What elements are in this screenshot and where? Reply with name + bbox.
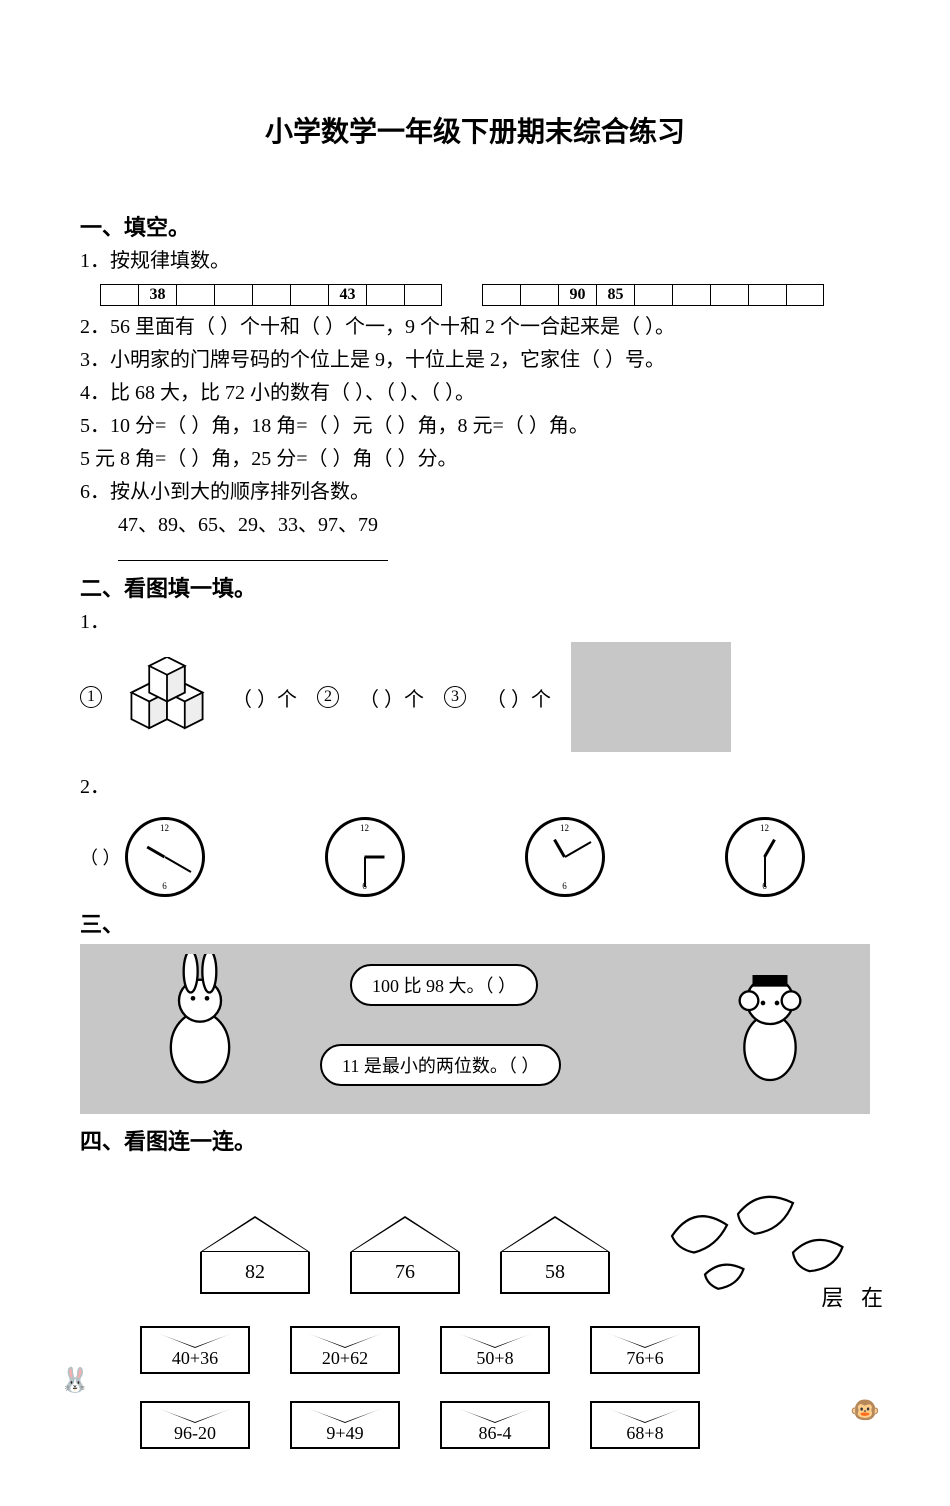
answer-blank-line[interactable]: [118, 560, 388, 561]
seq2-cell[interactable]: [482, 284, 520, 306]
sequence-1: 38 43: [100, 284, 442, 306]
seq2-cell[interactable]: [786, 284, 824, 306]
shape-3-blank[interactable]: （ ）个: [486, 683, 551, 712]
seq2-cell[interactable]: [710, 284, 748, 306]
env-label: 86-4: [479, 1423, 512, 1443]
side-text: 在 层: [811, 1286, 890, 1308]
s2-q1: 1．: [80, 607, 870, 637]
envelope-r2-4[interactable]: 68+8: [590, 1401, 700, 1449]
env-label: 76+6: [626, 1348, 663, 1368]
house-3[interactable]: 58: [500, 1216, 610, 1294]
clock-1: 126: [125, 817, 205, 897]
seq1-cell[interactable]: [100, 284, 138, 306]
env-label: 96-20: [174, 1423, 216, 1443]
envelope-r2-2[interactable]: 9+49: [290, 1401, 400, 1449]
q6b: 47、89、65、29、33、97、79: [118, 510, 870, 540]
cubes-icon: [122, 657, 212, 737]
side-char-2: 层: [811, 1286, 851, 1308]
circled-3: 3: [444, 686, 466, 708]
figure-right-icon: 🐵: [850, 1396, 880, 1425]
clock-row: （ ） 126 126 126 126: [80, 817, 870, 897]
seq2-cell[interactable]: [634, 284, 672, 306]
shapes-row: 1 （ ）个 2 （ ）个 3 （ ）个: [80, 642, 870, 752]
q1-label: 1．按规律填数。: [80, 246, 870, 276]
s2-q2: 2．: [80, 772, 870, 802]
section-4: 四、看图连一连。 82 76 58 40+36 20+62 50+8 76+6 …: [80, 1124, 870, 1486]
seq1-cell[interactable]: [366, 284, 404, 306]
seq2-cell[interactable]: [748, 284, 786, 306]
seq1-cell: 43: [328, 284, 366, 306]
clock-paren[interactable]: （ ）: [80, 844, 121, 870]
seq1-cell[interactable]: [290, 284, 328, 306]
birds-icon: [650, 1166, 870, 1306]
seq1-cell: 38: [138, 284, 176, 306]
clock-3: 126: [525, 817, 605, 897]
envelope-r1-1[interactable]: 40+36: [140, 1326, 250, 1374]
q3: 3．小明家的门牌号码的个位上是 9，十位上是 2，它家住（ ）号。: [80, 345, 870, 375]
section-1-heading: 一、填空。: [80, 210, 870, 242]
envelope-r2-3[interactable]: 86-4: [440, 1401, 550, 1449]
clock-4: 126: [725, 817, 805, 897]
shape-2-blank[interactable]: （ ）个: [359, 683, 424, 712]
env-label: 9+49: [326, 1423, 363, 1443]
seq1-cell[interactable]: [252, 284, 290, 306]
section-4-heading: 四、看图连一连。: [80, 1124, 870, 1156]
section-1: 一、填空。 1．按规律填数。 38 43 90 85 2．56 里面有（ ）个十…: [80, 210, 870, 561]
house-1[interactable]: 82: [200, 1216, 310, 1294]
q2: 2．56 里面有（ ）个十和（ ）个一，9 个十和 2 个一合起来是（ ）。: [80, 312, 870, 342]
section-2: 二、看图填一填。 1． 1 （ ）个 2 （ ）个 3 （ ）个 2． （: [80, 571, 870, 897]
env-label: 20+62: [322, 1348, 368, 1368]
section-3-heading: 三、: [80, 907, 870, 939]
section-3: 三、 100 比 98 大。（ ） 11 是最小的两位数。（ ）: [80, 907, 870, 1114]
section-2-heading: 二、看图填一填。: [80, 571, 870, 603]
envelope-r1-2[interactable]: 20+62: [290, 1326, 400, 1374]
shape-1-blank[interactable]: （ ）个: [232, 683, 297, 712]
page-title: 小学数学一年级下册期末综合练习: [80, 110, 870, 150]
envelope-r2-1[interactable]: 96-20: [140, 1401, 250, 1449]
figure-left-icon: 🐰: [60, 1366, 90, 1395]
seq1-cell[interactable]: [176, 284, 214, 306]
envelope-r1-4[interactable]: 76+6: [590, 1326, 700, 1374]
seq1-cell[interactable]: [404, 284, 442, 306]
env-label: 68+8: [626, 1423, 663, 1443]
sequence-2: 90 85: [482, 284, 824, 306]
seq2-cell: 85: [596, 284, 634, 306]
seq2-cell[interactable]: [672, 284, 710, 306]
circled-2: 2: [317, 686, 339, 708]
rabbit-icon: [140, 954, 260, 1094]
seq2-cell[interactable]: [520, 284, 558, 306]
match-area: 82 76 58 40+36 20+62 50+8 76+6 96-20 9+4…: [80, 1166, 870, 1486]
speech-bubble-2[interactable]: 11 是最小的两位数。（ ）: [320, 1044, 561, 1086]
clock-2: 126: [325, 817, 405, 897]
house-2-label: 76: [350, 1252, 460, 1294]
side-char-1: 在: [850, 1286, 890, 1308]
q6a: 6．按从小到大的顺序排列各数。: [80, 477, 870, 507]
speech-bubble-1[interactable]: 100 比 98 大。（ ）: [350, 964, 538, 1006]
seq2-cell: 90: [558, 284, 596, 306]
q4: 4．比 68 大，比 72 小的数有（ ）、（ ）、（ ）。: [80, 378, 870, 408]
env-label: 40+36: [172, 1348, 218, 1368]
cartoon-panel: 100 比 98 大。（ ） 11 是最小的两位数。（ ）: [80, 944, 870, 1114]
house-2[interactable]: 76: [350, 1216, 460, 1294]
house-3-label: 58: [500, 1252, 610, 1294]
gray-image-block: [571, 642, 731, 752]
q5a: 5．10 分=（ ）角，18 角=（ ）元（ ）角，8 元=（ ）角。: [80, 411, 870, 441]
circled-1: 1: [80, 686, 102, 708]
env-label: 50+8: [476, 1348, 513, 1368]
envelope-r1-3[interactable]: 50+8: [440, 1326, 550, 1374]
house-1-label: 82: [200, 1252, 310, 1294]
monkey-icon: [710, 954, 830, 1094]
q5b: 5 元 8 角=（ ）角，25 分=（ ）角（ ）分。: [80, 444, 870, 474]
seq1-cell[interactable]: [214, 284, 252, 306]
